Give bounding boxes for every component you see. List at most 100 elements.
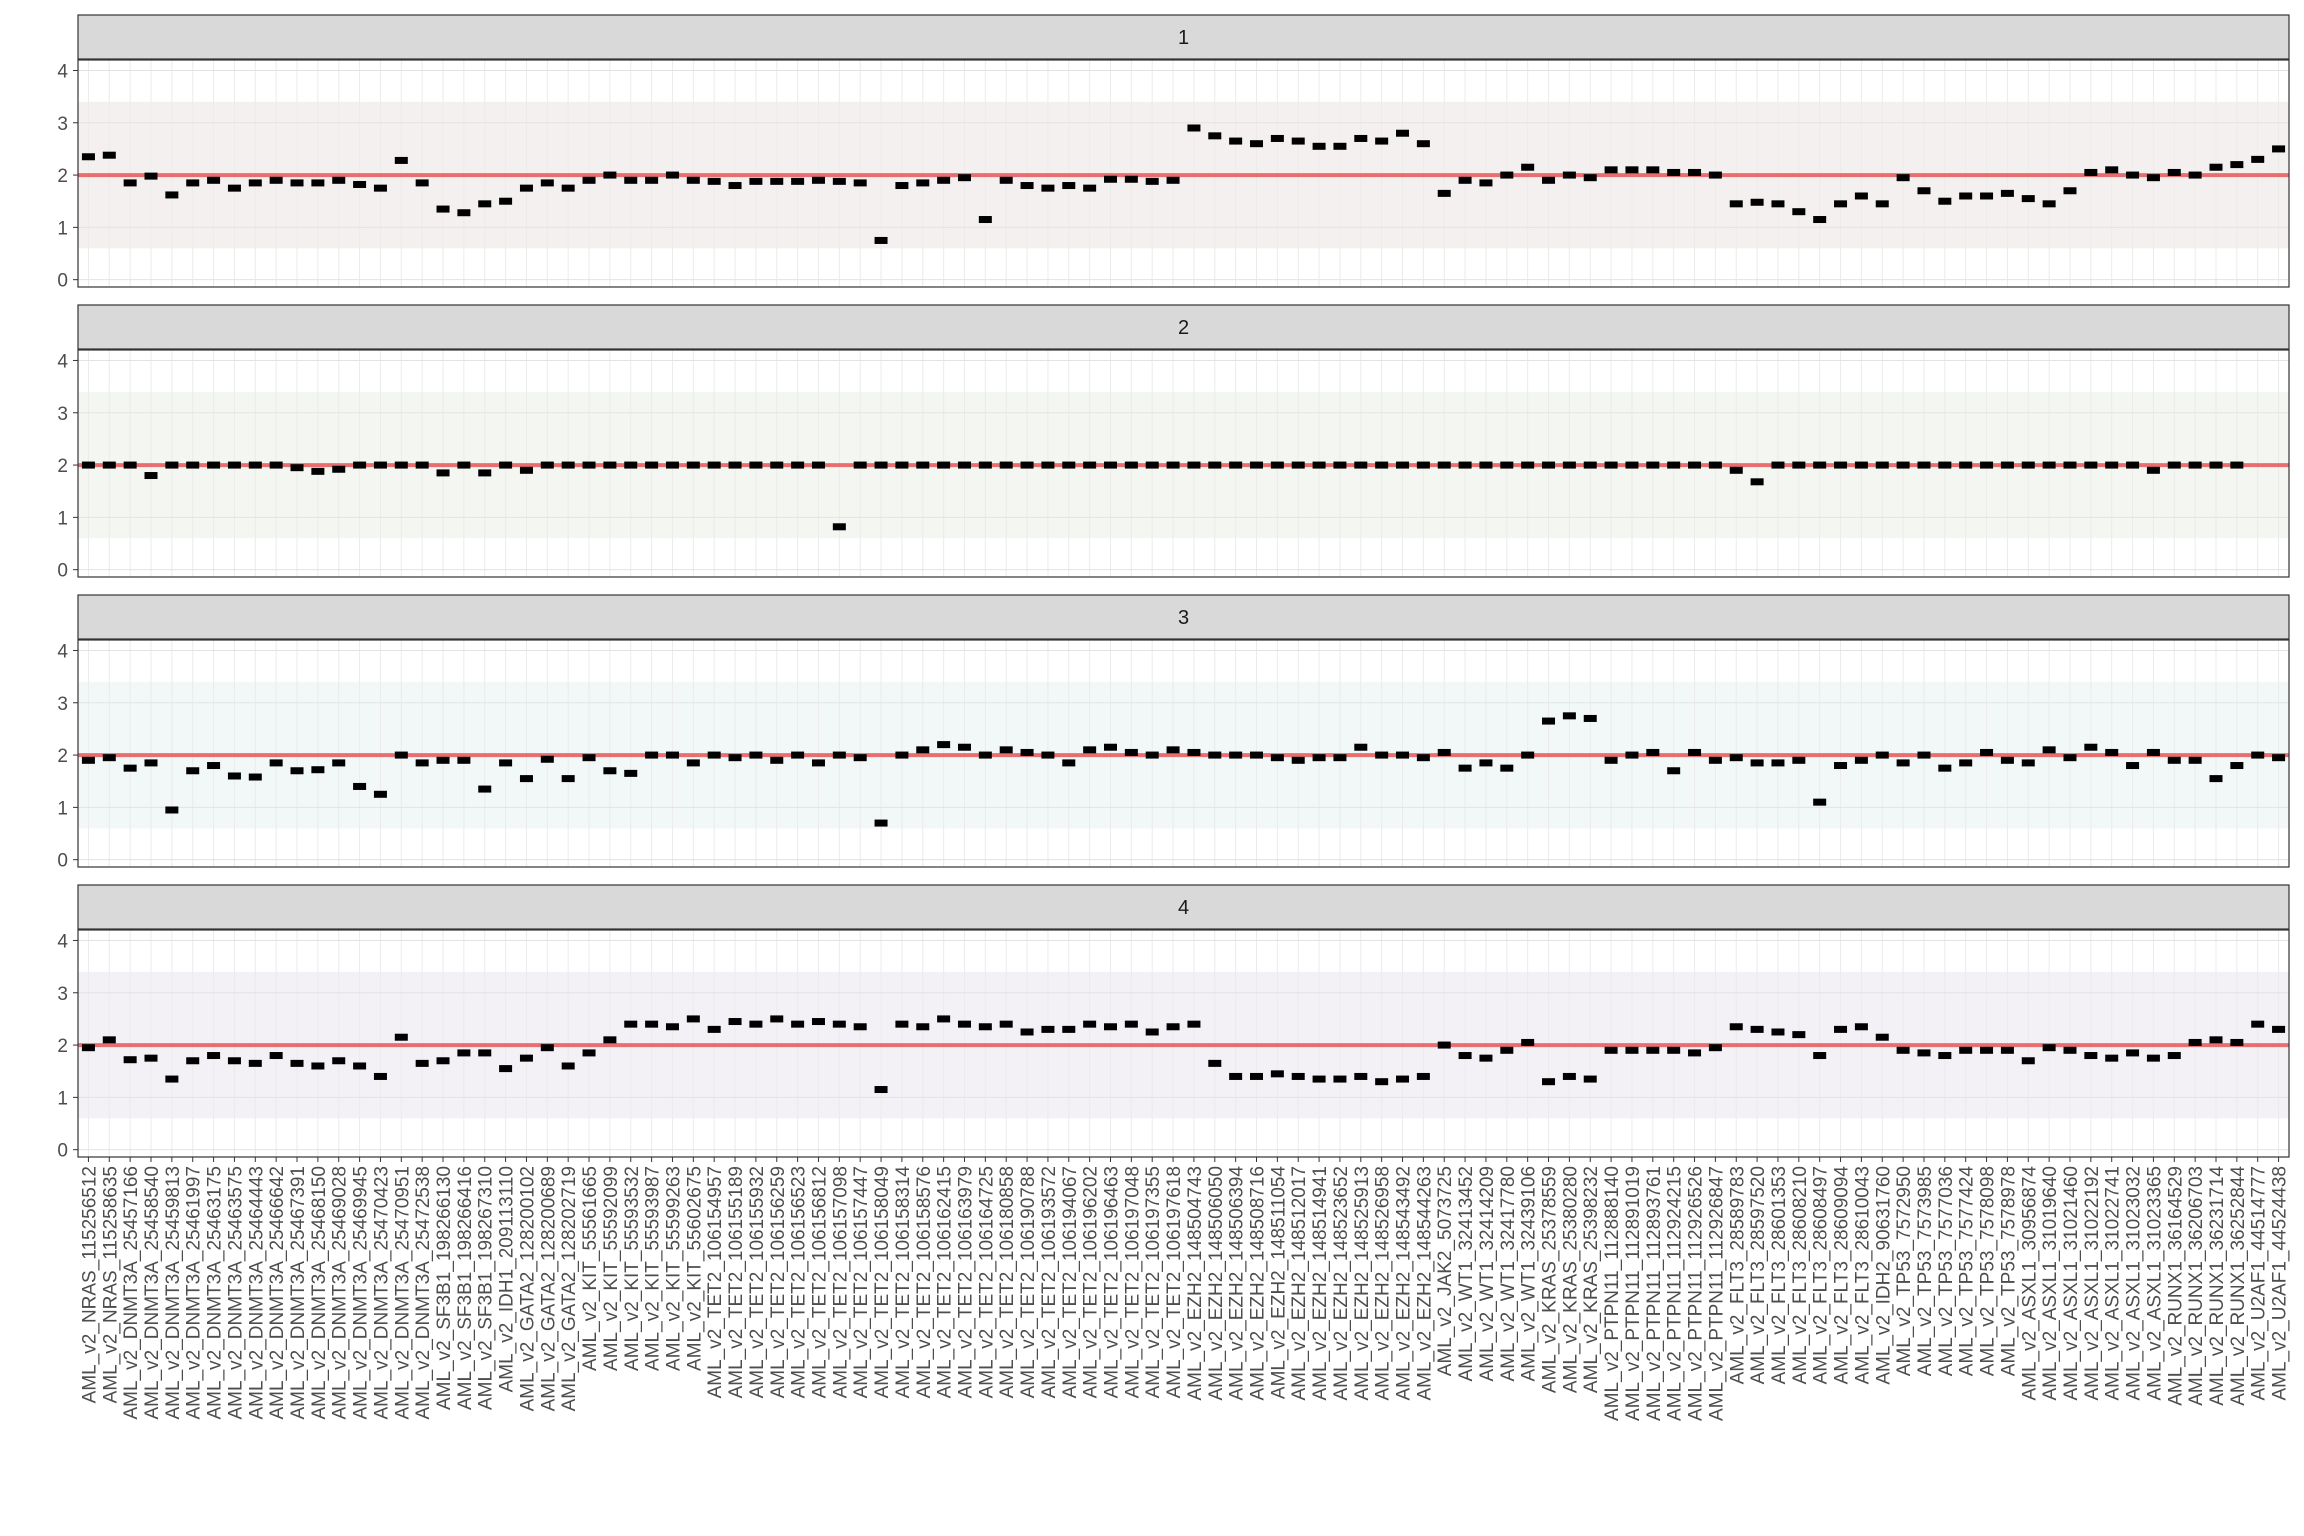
- marker: [1708, 461, 1722, 469]
- marker: [332, 1057, 346, 1065]
- x-tick-label: AML_v2_KRAS_25380280: [1560, 1166, 1581, 1393]
- marker: [1166, 746, 1180, 754]
- marker: [144, 1054, 158, 1062]
- marker: [1604, 166, 1618, 174]
- y-tick-label: 1: [57, 1088, 68, 1109]
- marker: [937, 1015, 951, 1023]
- marker: [811, 1018, 825, 1026]
- x-tick-label: AML_v2_FLT3_28601353: [1769, 1166, 1790, 1384]
- marker: [1375, 1078, 1389, 1086]
- marker: [311, 1062, 325, 1070]
- x-tick-label: AML_v2_GATA2_128200102: [517, 1166, 538, 1411]
- marker: [1187, 461, 1201, 469]
- marker: [1667, 767, 1681, 775]
- marker: [1583, 461, 1597, 469]
- marker: [1270, 461, 1284, 469]
- x-tick-label: AML_v2_PTPN11_112926847: [1706, 1166, 1727, 1421]
- marker: [1854, 461, 1868, 469]
- x-tick-label: AML_v2_DNMT3A_25472538: [413, 1166, 434, 1420]
- marker: [2000, 1046, 2014, 1054]
- marker: [1291, 756, 1305, 764]
- marker: [2042, 461, 2056, 469]
- marker: [728, 461, 742, 469]
- marker: [1103, 743, 1117, 751]
- y-tick-label: 1: [57, 798, 68, 819]
- strip-title: 4: [1178, 897, 1189, 919]
- x-tick-label: AML_v2_TET2_106157098: [830, 1166, 851, 1398]
- strip: [77, 884, 2290, 930]
- marker: [373, 1072, 387, 1080]
- marker: [1083, 461, 1097, 469]
- marker: [1750, 478, 1764, 486]
- marker: [874, 1086, 888, 1094]
- marker: [770, 177, 784, 185]
- marker: [937, 741, 951, 749]
- marker: [2188, 756, 2202, 764]
- marker: [874, 236, 888, 244]
- marker: [1291, 461, 1305, 469]
- x-tick-label: AML_v2_EZH2_148508716: [1248, 1166, 1269, 1401]
- marker: [624, 1020, 638, 1028]
- x-tick-label: AML_v2_WT1_32413452: [1456, 1166, 1477, 1381]
- marker: [1938, 197, 1952, 205]
- facet-panel: 4 0 1 2 3 4 AML_v2_NRAS_115256512 AML_v2_NRAS_1…: [57, 884, 2291, 1421]
- x-tick-label: AML_v2_FLT3_28608210: [1790, 1166, 1811, 1384]
- marker: [1959, 461, 1973, 469]
- x-tick-label: AML_v2_TP53_7572950: [1894, 1166, 1915, 1376]
- y-tick-label: 0: [57, 561, 68, 582]
- x-tick-label: AML_v2_EZH2_148506050: [1206, 1166, 1227, 1401]
- facet-panel: 2 0 1 2 3 4: [57, 304, 2290, 582]
- marker: [1854, 756, 1868, 764]
- marker: [1458, 764, 1472, 772]
- marker: [123, 179, 137, 187]
- y-tick-label: 3: [57, 114, 68, 135]
- marker: [749, 1020, 763, 1028]
- marker: [624, 769, 638, 777]
- marker: [2105, 748, 2119, 756]
- marker: [999, 176, 1013, 184]
- marker: [499, 759, 513, 767]
- marker: [749, 177, 763, 185]
- marker: [436, 469, 450, 477]
- x-tick-label: AML_v2_EZH2_148525913: [1352, 1166, 1373, 1401]
- marker: [415, 179, 429, 187]
- x-tick-label: AML_v2_FLT3_28609094: [1832, 1166, 1853, 1385]
- marker: [1354, 461, 1368, 469]
- marker: [1562, 461, 1576, 469]
- marker: [1688, 748, 1702, 756]
- marker: [707, 751, 721, 759]
- marker: [1208, 751, 1222, 759]
- marker: [1667, 1046, 1681, 1054]
- x-tick-label: AML_v2_WT1_32417780: [1498, 1166, 1519, 1381]
- marker: [478, 469, 492, 477]
- x-tick-label: AML_v2_TET2_106158314: [893, 1166, 914, 1399]
- x-tick-label: AML_v2_TET2_106162415: [935, 1166, 956, 1398]
- marker: [540, 1044, 554, 1052]
- marker: [1875, 200, 1889, 208]
- marker: [1229, 1072, 1243, 1080]
- marker: [1562, 171, 1576, 179]
- marker: [290, 767, 304, 775]
- marker: [853, 179, 867, 187]
- marker: [373, 184, 387, 192]
- marker: [1834, 461, 1848, 469]
- marker: [770, 1015, 784, 1023]
- marker: [311, 766, 325, 774]
- marker: [791, 461, 805, 469]
- marker: [1312, 142, 1326, 150]
- x-tick-label: AML_v2_TET2_106156259: [768, 1166, 789, 1398]
- marker: [1124, 748, 1138, 756]
- marker: [2251, 155, 2265, 163]
- marker: [1250, 461, 1264, 469]
- marker: [1854, 192, 1868, 200]
- x-tick-label: AML_v2_PTPN11_112888140: [1602, 1166, 1623, 1421]
- marker: [519, 466, 533, 474]
- marker: [269, 759, 283, 767]
- marker: [1396, 1075, 1410, 1083]
- marker: [290, 179, 304, 187]
- marker: [561, 1062, 575, 1070]
- x-tick-label: AML_v2_DNMT3A_25459813: [163, 1166, 184, 1420]
- x-tick-label: AML_v2_PTPN11_112926526: [1686, 1166, 1707, 1421]
- marker: [1062, 182, 1076, 190]
